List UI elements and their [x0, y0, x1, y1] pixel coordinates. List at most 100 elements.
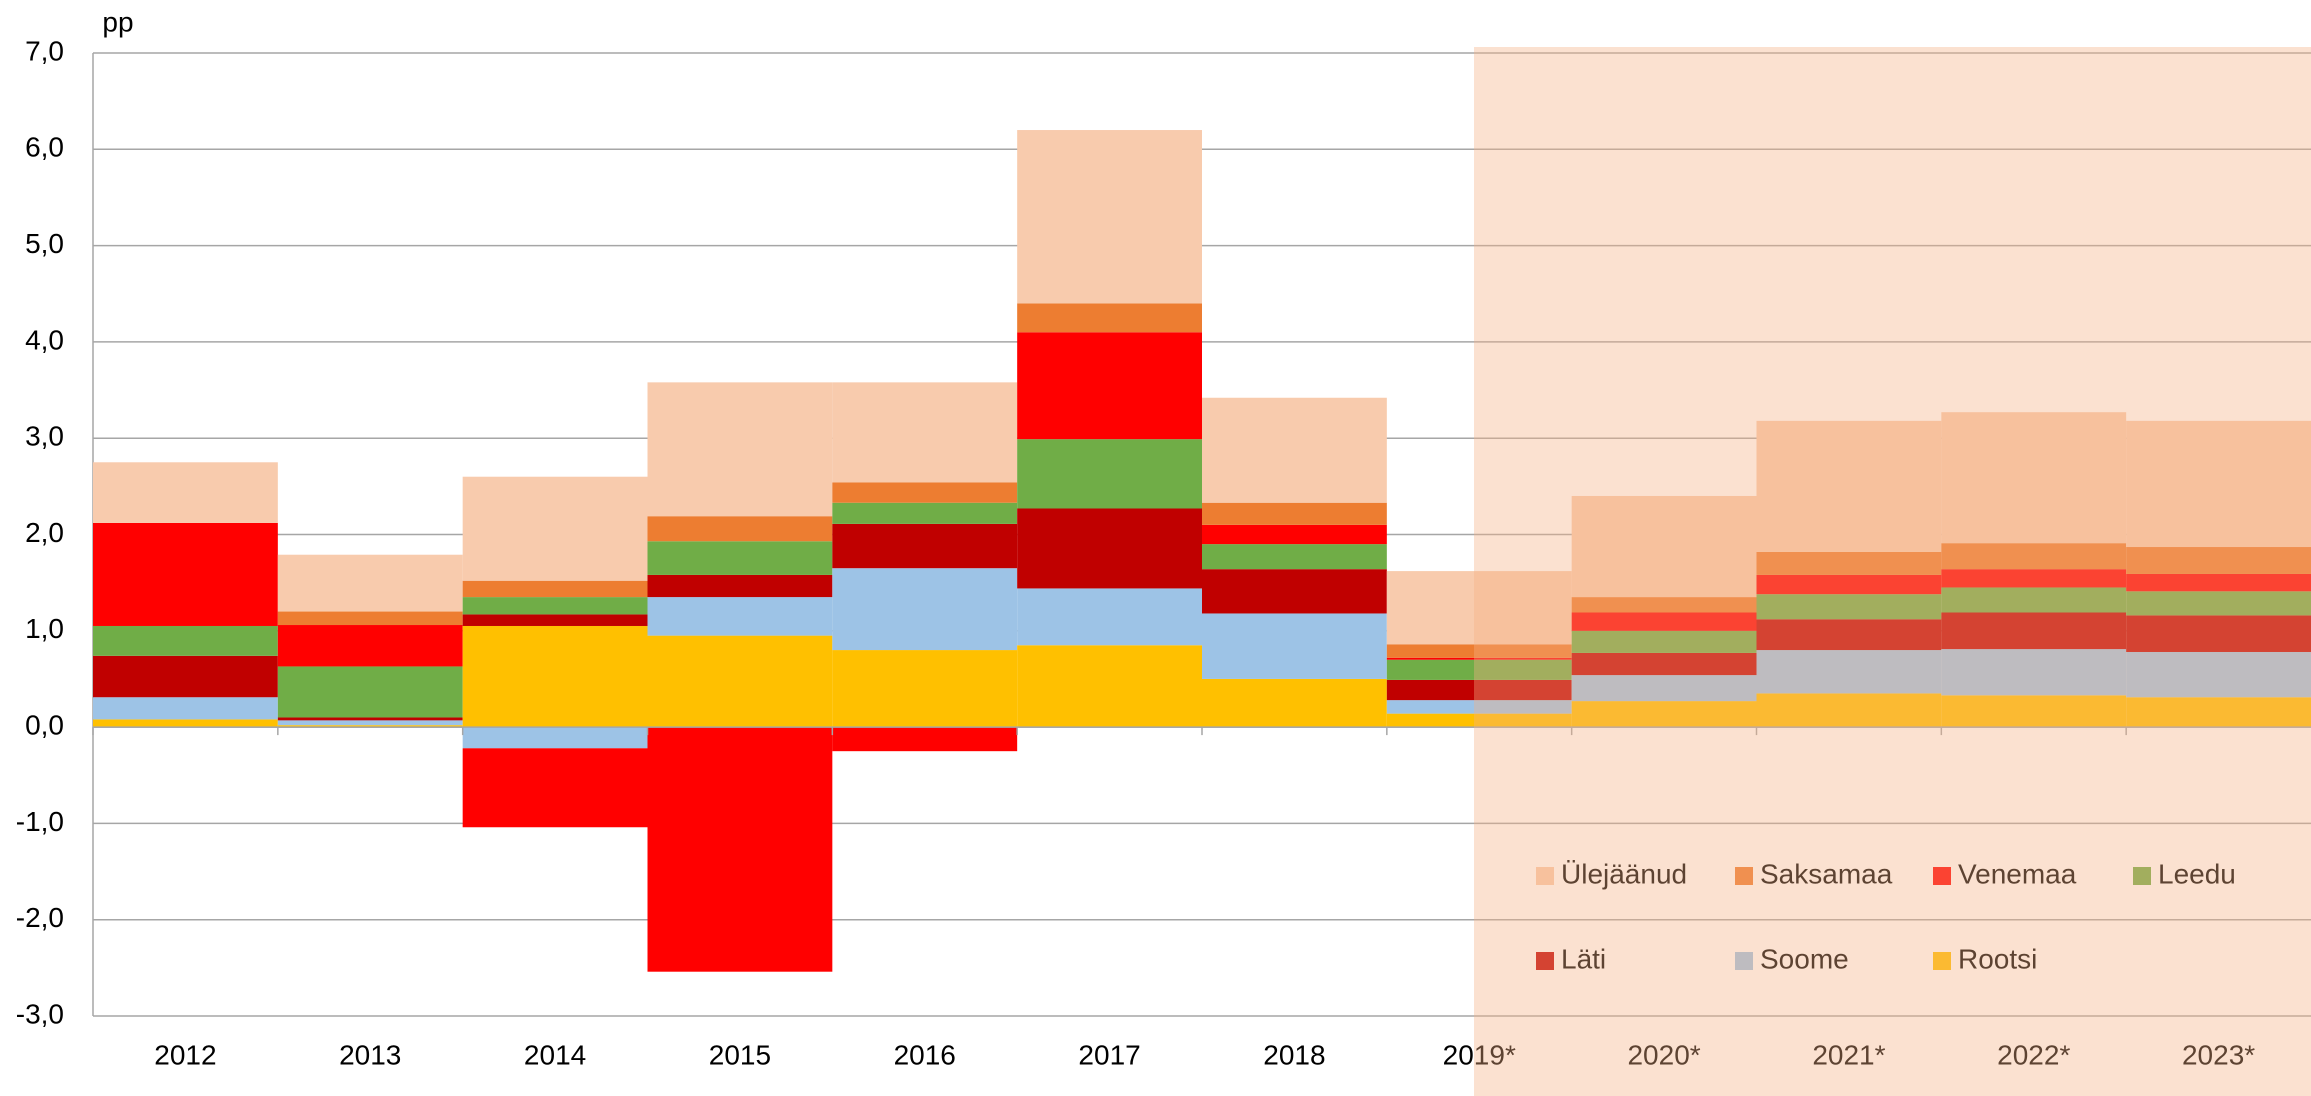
bar-segment	[1941, 695, 2127, 728]
bar-segment	[832, 568, 1018, 651]
legend-swatch	[1536, 867, 1554, 885]
bar-segment	[2126, 615, 2311, 652]
bar-segment	[1017, 508, 1202, 589]
bar-segment	[1756, 551, 1942, 575]
x-tick-label: 2020*	[1627, 1039, 1700, 1070]
x-tick-label: 2013	[339, 1039, 401, 1070]
legend-swatch	[2133, 867, 2151, 885]
y-tick-label: 5,0	[25, 228, 64, 259]
bar-segment	[832, 523, 1018, 569]
bar-segment	[832, 482, 1018, 503]
bar-segment	[647, 516, 833, 542]
bar-segment	[1571, 495, 1757, 598]
bar-segment	[1941, 649, 2127, 696]
legend-swatch	[1735, 867, 1753, 885]
y-tick-label: 6,0	[25, 132, 64, 163]
bar-segment	[277, 720, 463, 726]
bar-segment	[1386, 657, 1572, 660]
legend-label: Leedu	[2158, 858, 2236, 889]
legend-swatch	[1735, 952, 1753, 970]
bar-segment	[647, 597, 833, 636]
bar-segment	[1756, 574, 1942, 595]
bar-segment	[277, 717, 463, 721]
bar-segment	[647, 574, 833, 598]
bar-segment	[1941, 543, 2127, 570]
y-tick-label: 2,0	[25, 517, 64, 548]
bar-segment	[462, 748, 648, 828]
bar-segment	[1017, 130, 1202, 304]
bar-segment	[1017, 439, 1202, 509]
bar-segment	[1941, 412, 2127, 544]
bar-segment	[1202, 397, 1387, 503]
forecast-shade	[1474, 47, 2311, 1096]
bar-segment	[1017, 332, 1202, 440]
x-tick-label: 2021*	[1812, 1039, 1885, 1070]
y-tick-label: 3,0	[25, 421, 64, 452]
bar-segment	[462, 597, 648, 615]
bar-segment	[647, 727, 833, 972]
y-tick-label: 1,0	[25, 613, 64, 644]
legend-label: Soome	[1760, 943, 1849, 974]
bar-segment	[1202, 544, 1387, 570]
bar-segment	[1386, 679, 1572, 701]
bar-segment	[832, 650, 1018, 728]
bar-segment	[647, 382, 833, 517]
bar-segment	[832, 727, 1018, 752]
bar-segment	[1756, 594, 1942, 620]
bar-segment	[277, 611, 463, 626]
bar-segment	[647, 541, 833, 575]
bar-segment	[832, 502, 1018, 524]
bar-segment	[1571, 597, 1757, 613]
x-tick-label: 2012	[154, 1039, 216, 1070]
bar-segment	[1756, 650, 1942, 694]
x-tick-label: 2015	[709, 1039, 771, 1070]
bar-segment	[1202, 569, 1387, 614]
bar-segment	[277, 625, 463, 667]
bar-segment	[93, 655, 278, 698]
legend-swatch	[1536, 952, 1554, 970]
x-tick-label: 2018	[1263, 1039, 1325, 1070]
y-tick-label: 0,0	[25, 709, 64, 740]
bar-segment	[93, 719, 278, 728]
bar-segment	[1202, 678, 1387, 728]
bar-segment	[462, 625, 648, 728]
x-tick-label: 2019*	[1443, 1039, 1516, 1070]
bar-segment	[462, 727, 648, 749]
bar-segment	[1756, 693, 1942, 728]
bar-segment	[1017, 303, 1202, 333]
x-tick-label: 2022*	[1997, 1039, 2070, 1070]
bar-segment	[93, 697, 278, 720]
y-tick-label: -3,0	[16, 998, 64, 1029]
legend-label: Saksamaa	[1760, 858, 1893, 889]
bar-segment	[2126, 697, 2311, 728]
bar-segment	[93, 625, 278, 656]
bar-segment	[1386, 644, 1572, 658]
bar-segment	[1571, 701, 1757, 728]
y-tick-label: -2,0	[16, 902, 64, 933]
bar-segment	[277, 725, 463, 728]
bar-segment	[1202, 613, 1387, 679]
y-tick-label: 4,0	[25, 324, 64, 355]
legend-swatch	[1933, 867, 1951, 885]
bar-segment	[2126, 573, 2311, 592]
bar-segment	[2126, 651, 2311, 698]
bar-segment	[2126, 591, 2311, 616]
y-tick-label: 7,0	[25, 35, 64, 66]
bar-segment	[2126, 420, 2311, 548]
bar-segment	[1202, 524, 1387, 545]
legend-label: Rootsi	[1958, 943, 2037, 974]
bar-segment	[1571, 630, 1757, 653]
bar-segment	[1386, 713, 1572, 728]
bar-segment	[2126, 547, 2311, 574]
bar-segment	[93, 522, 278, 626]
x-tick-label: 2023*	[2182, 1039, 2255, 1070]
bar-segment	[1386, 659, 1572, 680]
bar-segment	[1756, 619, 1942, 651]
legend-label: Ülejäänud	[1561, 858, 1687, 889]
bar-segment	[1386, 700, 1572, 714]
bar-segment	[1941, 587, 2127, 613]
bar-segment	[1571, 612, 1757, 631]
bar-segment	[277, 666, 463, 718]
bar-segment	[1202, 502, 1387, 525]
